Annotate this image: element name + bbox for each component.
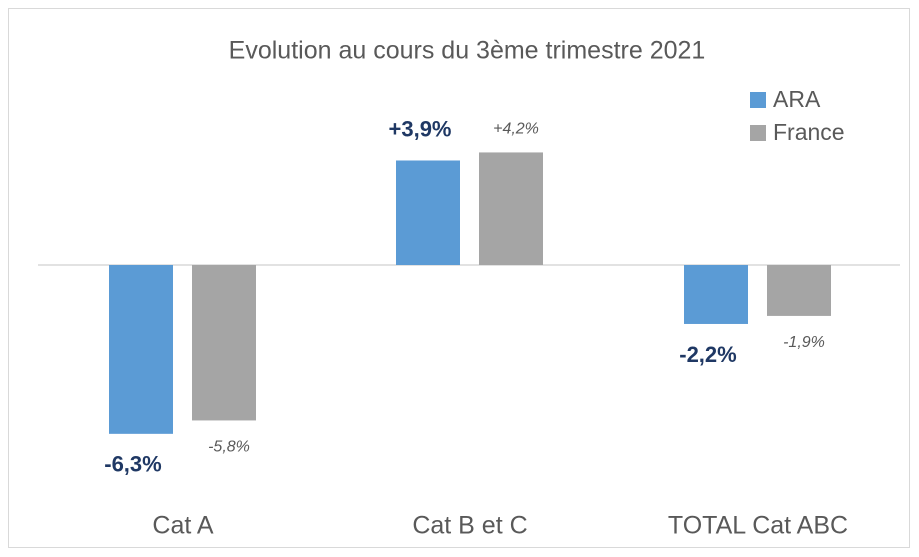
data-label: -6,3% bbox=[104, 452, 161, 477]
legend-swatch bbox=[750, 125, 766, 141]
bar bbox=[396, 160, 460, 265]
data-label: +3,9% bbox=[389, 116, 452, 141]
legend-label: ARA bbox=[773, 86, 821, 112]
bar bbox=[684, 265, 748, 324]
bar bbox=[192, 265, 256, 421]
data-label: -2,2% bbox=[679, 342, 736, 367]
legend-swatch bbox=[750, 92, 766, 108]
bar bbox=[479, 152, 543, 265]
data-label: +4,2% bbox=[493, 121, 539, 138]
bar bbox=[109, 265, 173, 434]
data-label: -5,8% bbox=[208, 439, 250, 456]
legend-label: France bbox=[773, 119, 845, 145]
x-tick-label: TOTAL Cat ABC bbox=[668, 512, 848, 540]
data-label: -1,9% bbox=[783, 334, 825, 351]
bar bbox=[767, 265, 831, 316]
x-tick-label: Cat A bbox=[152, 512, 213, 540]
x-tick-label: Cat B et C bbox=[412, 512, 527, 540]
chart-title: Evolution au cours du 3ème trimestre 202… bbox=[229, 37, 706, 65]
